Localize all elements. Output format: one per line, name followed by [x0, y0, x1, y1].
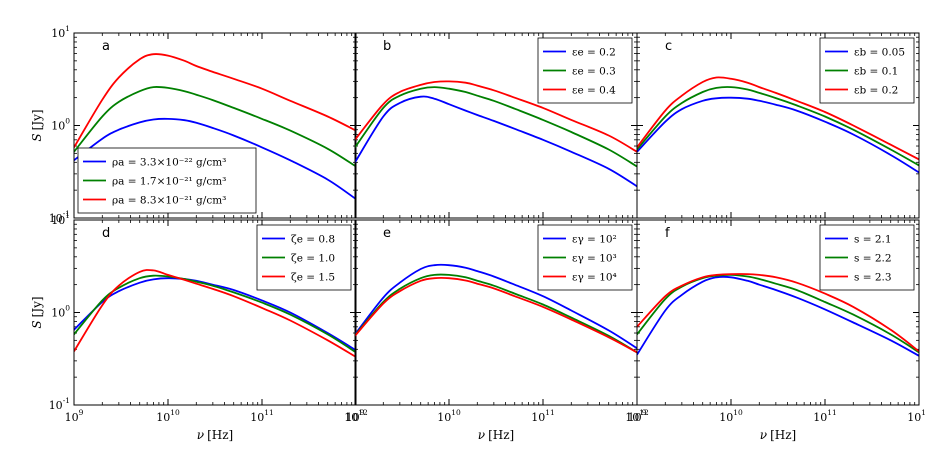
legend-entry: εγ = 10³ [572, 253, 617, 265]
series-group [637, 273, 919, 357]
legend: s = 2.1 s = 2.2 s = 2.3 [819, 224, 915, 291]
legend-entry: εe = 0.4 [572, 85, 616, 97]
panel-d: d 10-1 100 101 S[Jy] 109 1010 1011 1012 ν [Hz] ζe =… [30, 211, 368, 442]
series-line [355, 86, 637, 168]
legend-entry: εb = 0.2 [854, 85, 898, 97]
series-line [74, 117, 356, 200]
panel-label: e [383, 226, 391, 241]
x-tick-label: 1011 [250, 408, 274, 424]
series-group [637, 76, 919, 174]
legend-entry: εb = 0.05 [854, 47, 905, 59]
legend-entry: εb = 0.1 [854, 66, 898, 78]
series-line [355, 80, 637, 153]
legend-entry: ζe = 0.8 [291, 234, 335, 246]
series-group [74, 53, 356, 200]
y-tick-label: 101 [51, 211, 70, 227]
series-line [637, 273, 919, 353]
legend-entry: εe = 0.2 [572, 47, 616, 59]
series-group [355, 80, 637, 188]
series-group [74, 269, 356, 358]
series-line [637, 275, 919, 357]
series-line [74, 86, 356, 168]
y-tick-label: 101 [51, 24, 70, 40]
series-line [355, 95, 637, 188]
series-line [637, 76, 919, 161]
panel-label: a [102, 39, 110, 54]
x-tick-label: 109 [346, 408, 365, 424]
x-axis-label: ν [Hz] [760, 428, 796, 442]
legend-entry: s = 2.3 [854, 272, 892, 284]
series-line [74, 274, 356, 354]
series-group [355, 263, 637, 354]
legend: ρa = 3.3×10⁻²² g/cm³ ρa = 1.7×10⁻²¹ g/cm³… [77, 147, 257, 214]
series-line [637, 86, 919, 167]
series-line [355, 276, 637, 354]
y-tick-label: 100 [51, 304, 70, 320]
x-axis-label: ν [Hz] [197, 428, 233, 442]
panel-b: b εe = 0.2 εe = 0.3 εe = 0.4 [354, 32, 638, 219]
legend-entry: εγ = 10⁴ [572, 272, 617, 284]
x-tick-label: 1010 [437, 408, 461, 424]
panel-label: d [102, 226, 110, 241]
plot-frame [636, 32, 920, 219]
legend-box [77, 147, 257, 214]
series-line [637, 96, 919, 174]
series-line [74, 269, 356, 358]
series-line [355, 263, 637, 350]
y-tick-label: 10-1 [49, 209, 70, 225]
legend-entry: εγ = 10² [572, 234, 617, 246]
legend-entry: ζe = 1.0 [291, 253, 335, 265]
x-tick-label: 1012 [907, 408, 926, 424]
legend: εb = 0.05 εb = 0.1 εb = 0.2 [819, 37, 915, 104]
plot-frame [636, 219, 920, 406]
legend: εγ = 10² εγ = 10³ εγ = 10⁴ [537, 224, 633, 291]
series-line [74, 53, 356, 148]
x-axis-label: ν [Hz] [478, 428, 514, 442]
legend-entry: ρa = 3.3×10⁻²² g/cm³ [112, 157, 226, 169]
x-tick-label: 109 [65, 408, 84, 424]
legend-entry: ζe = 1.5 [291, 272, 335, 284]
panel-label: c [665, 39, 672, 54]
y-axis-label: S[Jy] [30, 109, 44, 141]
x-tick-label: 1010 [156, 408, 180, 424]
x-tick-label: 1012 [344, 408, 368, 424]
legend: εe = 0.2 εe = 0.3 εe = 0.4 [537, 37, 633, 104]
legend-entry: ρa = 1.7×10⁻²¹ g/cm³ [112, 176, 226, 188]
y-tick-label: 100 [51, 117, 70, 133]
legend: ζe = 0.8 ζe = 1.0 ζe = 1.5 [256, 224, 352, 291]
y-axis-label: S[Jy] [30, 296, 44, 328]
x-tick-label: 1011 [531, 408, 555, 424]
x-tick-label: 109 [628, 408, 647, 424]
legend-entry: ρa = 8.3×10⁻²¹ g/cm³ [112, 195, 226, 207]
y-tick-label: 10-1 [49, 396, 70, 412]
panel-c: c εb = 0.05 εb = 0.1 εb = 0.2 [636, 32, 920, 219]
legend-entry: s = 2.1 [854, 234, 892, 246]
x-tick-label: 1012 [625, 408, 649, 424]
x-tick-label: 1011 [813, 408, 837, 424]
panel-f: f109101010111012ν[Hz]s = 2.1s = 2.2s = 2… [628, 219, 926, 442]
legend-entry: εe = 0.3 [572, 66, 616, 78]
panel-label: f [665, 226, 670, 241]
x-tick-label: 1010 [719, 408, 743, 424]
legend-entry: s = 2.2 [854, 253, 892, 265]
series-line [355, 273, 637, 354]
panel-label: b [383, 39, 391, 54]
